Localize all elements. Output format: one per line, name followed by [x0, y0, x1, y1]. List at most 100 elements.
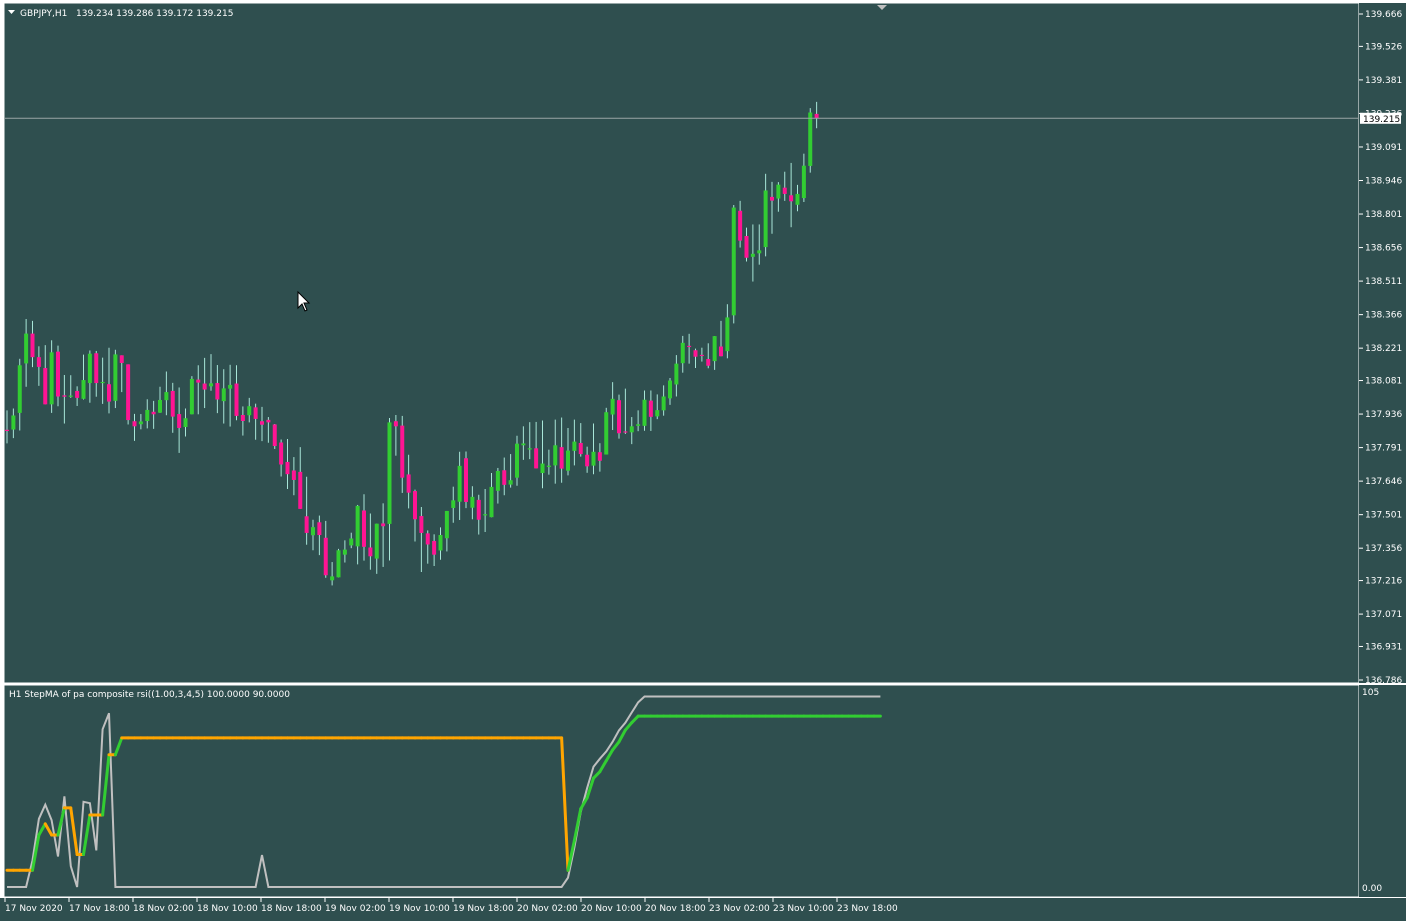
candle-bear [464, 458, 468, 502]
candle-bear [43, 368, 48, 405]
candle-bull [342, 549, 347, 555]
candle-bear [36, 357, 41, 367]
price-tick-label: 138.081 [1365, 377, 1402, 387]
candle-bear [789, 195, 794, 202]
price-tick-label: 138.221 [1365, 344, 1402, 354]
indicator-step-segment [69, 806, 79, 856]
candle-bull [604, 412, 609, 455]
candle-bull [355, 505, 360, 547]
candle-bear [534, 448, 539, 469]
candle-bear [126, 364, 131, 421]
candle-bull [247, 406, 252, 416]
candle-bull [49, 352, 54, 405]
candle-bull [731, 207, 736, 316]
candle-bull [209, 383, 213, 387]
candle-bear [30, 333, 35, 358]
time-tick-label: 20 Nov 02:00 [517, 904, 578, 914]
candle-bear [406, 474, 411, 493]
shift-marker-icon[interactable] [877, 5, 887, 10]
candle-bull [145, 409, 150, 421]
candle-bear [291, 470, 296, 480]
time-tick-label: 18 Nov 10:00 [197, 904, 258, 914]
price-tick-label: 138.946 [1365, 177, 1402, 187]
candle-bear [585, 454, 590, 467]
candle-bull [725, 317, 730, 352]
price-tick-label: 137.071 [1365, 610, 1402, 620]
price-tick-label: 139.381 [1365, 76, 1402, 86]
candle-bear [699, 354, 704, 357]
candle-bull [336, 550, 341, 578]
candle-bear [770, 196, 774, 201]
price-tick-label: 139.666 [1365, 10, 1402, 20]
candle-bull [374, 523, 379, 559]
candle-bull [221, 388, 226, 402]
time-tick-label: 23 Nov 02:00 [709, 904, 770, 914]
indicator-step-segment [623, 721, 634, 732]
time-tick-label: 20 Nov 10:00 [581, 904, 642, 914]
candle-bear [476, 499, 481, 520]
price-tick-label: 137.936 [1365, 410, 1402, 420]
price-tick-label: 139.091 [1365, 143, 1402, 153]
candle-bear [323, 537, 328, 576]
candle-bear [151, 411, 156, 415]
candle-bear [119, 355, 124, 363]
candle-bear [597, 452, 602, 461]
candle-bull [483, 514, 488, 516]
candle-bear [170, 390, 175, 417]
candle-bear [298, 471, 303, 509]
candle-bear [94, 353, 99, 384]
candle-bear [132, 421, 137, 427]
price-tick-label: 138.656 [1365, 244, 1402, 254]
candle-bear [234, 383, 239, 416]
indicator-pane[interactable] [3, 684, 1360, 898]
candle-bear [425, 533, 430, 545]
candle-bull [444, 510, 449, 539]
candle-bull [24, 333, 29, 364]
current-price-label: 139.215 [1363, 115, 1400, 125]
candle-bear [782, 187, 787, 194]
price-axis-ticks: 139.666139.526139.381139.236139.091138.9… [1359, 10, 1402, 686]
candle-bear [107, 384, 111, 402]
candle-bull [655, 410, 660, 417]
candle-bull [801, 165, 806, 199]
candle-bear [413, 491, 417, 520]
candle-bull [795, 193, 800, 205]
candle-bull [521, 443, 526, 446]
price-tick-label: 138.511 [1365, 277, 1402, 287]
candle-bull [636, 424, 641, 426]
time-tick-label: 23 Nov 18:00 [837, 904, 898, 914]
candle-bear [502, 470, 507, 485]
candlestick-series [5, 101, 819, 586]
candle-bull [661, 396, 666, 411]
candle-bull [642, 399, 647, 426]
candle-bear [719, 346, 723, 357]
price-tick-label: 136.931 [1365, 642, 1402, 652]
candle-bull [540, 463, 545, 474]
candle-bull [680, 342, 685, 364]
price-tick-label: 137.646 [1365, 477, 1402, 487]
candle-bull [100, 381, 105, 384]
candle-bull [489, 486, 494, 518]
chart-symbol: GBPJPY,H1 [20, 9, 67, 19]
indicator-top-label: 105 [1362, 688, 1379, 698]
candle-bull [591, 451, 596, 466]
time-tick-label: 19 Nov 18:00 [453, 904, 514, 914]
time-tick-label: 18 Nov 18:00 [261, 904, 322, 914]
candle-bull [228, 384, 233, 389]
candle-bear [419, 516, 424, 533]
candle-bear [559, 447, 564, 469]
header-dropdown-icon[interactable] [8, 10, 15, 14]
candle-bull [546, 465, 551, 468]
candle-bull [508, 480, 513, 485]
candle-bear [617, 400, 621, 434]
candle-bull [164, 392, 169, 401]
indicator-step-segment [611, 740, 621, 752]
indicator-lines [5, 695, 882, 888]
price-tick-label: 136.786 [1365, 676, 1402, 686]
candle-bear [177, 414, 182, 428]
candle-bull [81, 380, 86, 399]
indicator-title: H1 StepMA of pa composite rsi((1.00,3,4,… [9, 690, 290, 700]
candle-bull [451, 500, 456, 508]
candle-bull [311, 527, 315, 536]
